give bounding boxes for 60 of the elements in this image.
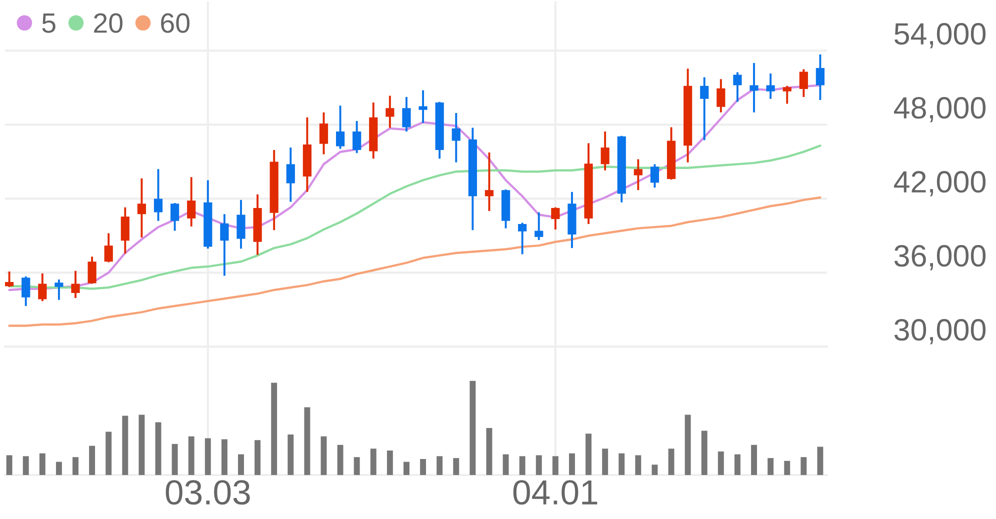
- bar: [768, 458, 774, 475]
- bar: [734, 454, 740, 475]
- bar: [519, 456, 526, 475]
- bar: [569, 453, 575, 475]
- bar: [718, 451, 724, 475]
- bar: [420, 459, 426, 475]
- x-tick-label: 03.03: [166, 480, 250, 505]
- bar: [552, 456, 558, 475]
- bar: [56, 462, 62, 475]
- bar: [172, 444, 178, 475]
- y-tick-label: 42,000: [894, 171, 986, 196]
- bar: [370, 448, 376, 475]
- bar: [668, 448, 674, 475]
- y-tick-label: 54,000: [894, 23, 986, 48]
- bar: [486, 428, 492, 475]
- bar: [221, 439, 228, 475]
- bar: [652, 464, 658, 475]
- bar: [817, 446, 824, 475]
- bar: [436, 456, 443, 475]
- bar: [337, 444, 344, 475]
- legend-label: 20: [94, 13, 122, 33]
- bar: [386, 450, 393, 475]
- bar: [404, 462, 410, 475]
- bar: [618, 453, 625, 475]
- bar: [106, 432, 112, 475]
- bar: [122, 416, 128, 475]
- bar: [800, 457, 807, 475]
- bar: [453, 458, 460, 475]
- bar: [39, 453, 46, 475]
- bar: [155, 422, 162, 475]
- bar: [751, 444, 757, 475]
- bar: [271, 382, 278, 475]
- x-tick-label: 04.01: [513, 480, 598, 505]
- bar: [288, 434, 294, 475]
- bar: [784, 460, 790, 475]
- bar: [586, 434, 592, 475]
- bar: [470, 380, 476, 475]
- y-tick-label: 36,000: [894, 245, 986, 270]
- bar: [72, 457, 78, 475]
- bar: [89, 446, 96, 475]
- bar: [354, 457, 360, 475]
- legend-label: 60: [161, 13, 190, 33]
- bar: [684, 414, 691, 475]
- bar: [204, 438, 211, 475]
- bar: [254, 440, 261, 475]
- bar: [536, 455, 542, 475]
- bar: [701, 430, 708, 475]
- bar: [22, 456, 29, 475]
- bar: [602, 448, 608, 475]
- bar: [188, 436, 194, 475]
- legend-label: 5: [42, 14, 56, 33]
- bar: [635, 455, 642, 475]
- y-tick-label: 30,000: [894, 319, 986, 344]
- y-tick-label: 48,000: [894, 97, 986, 122]
- bar: [502, 454, 509, 475]
- bar: [138, 414, 145, 475]
- bar: [304, 407, 310, 475]
- bar: [6, 455, 12, 475]
- bar: [238, 454, 244, 475]
- bar: [320, 436, 327, 475]
